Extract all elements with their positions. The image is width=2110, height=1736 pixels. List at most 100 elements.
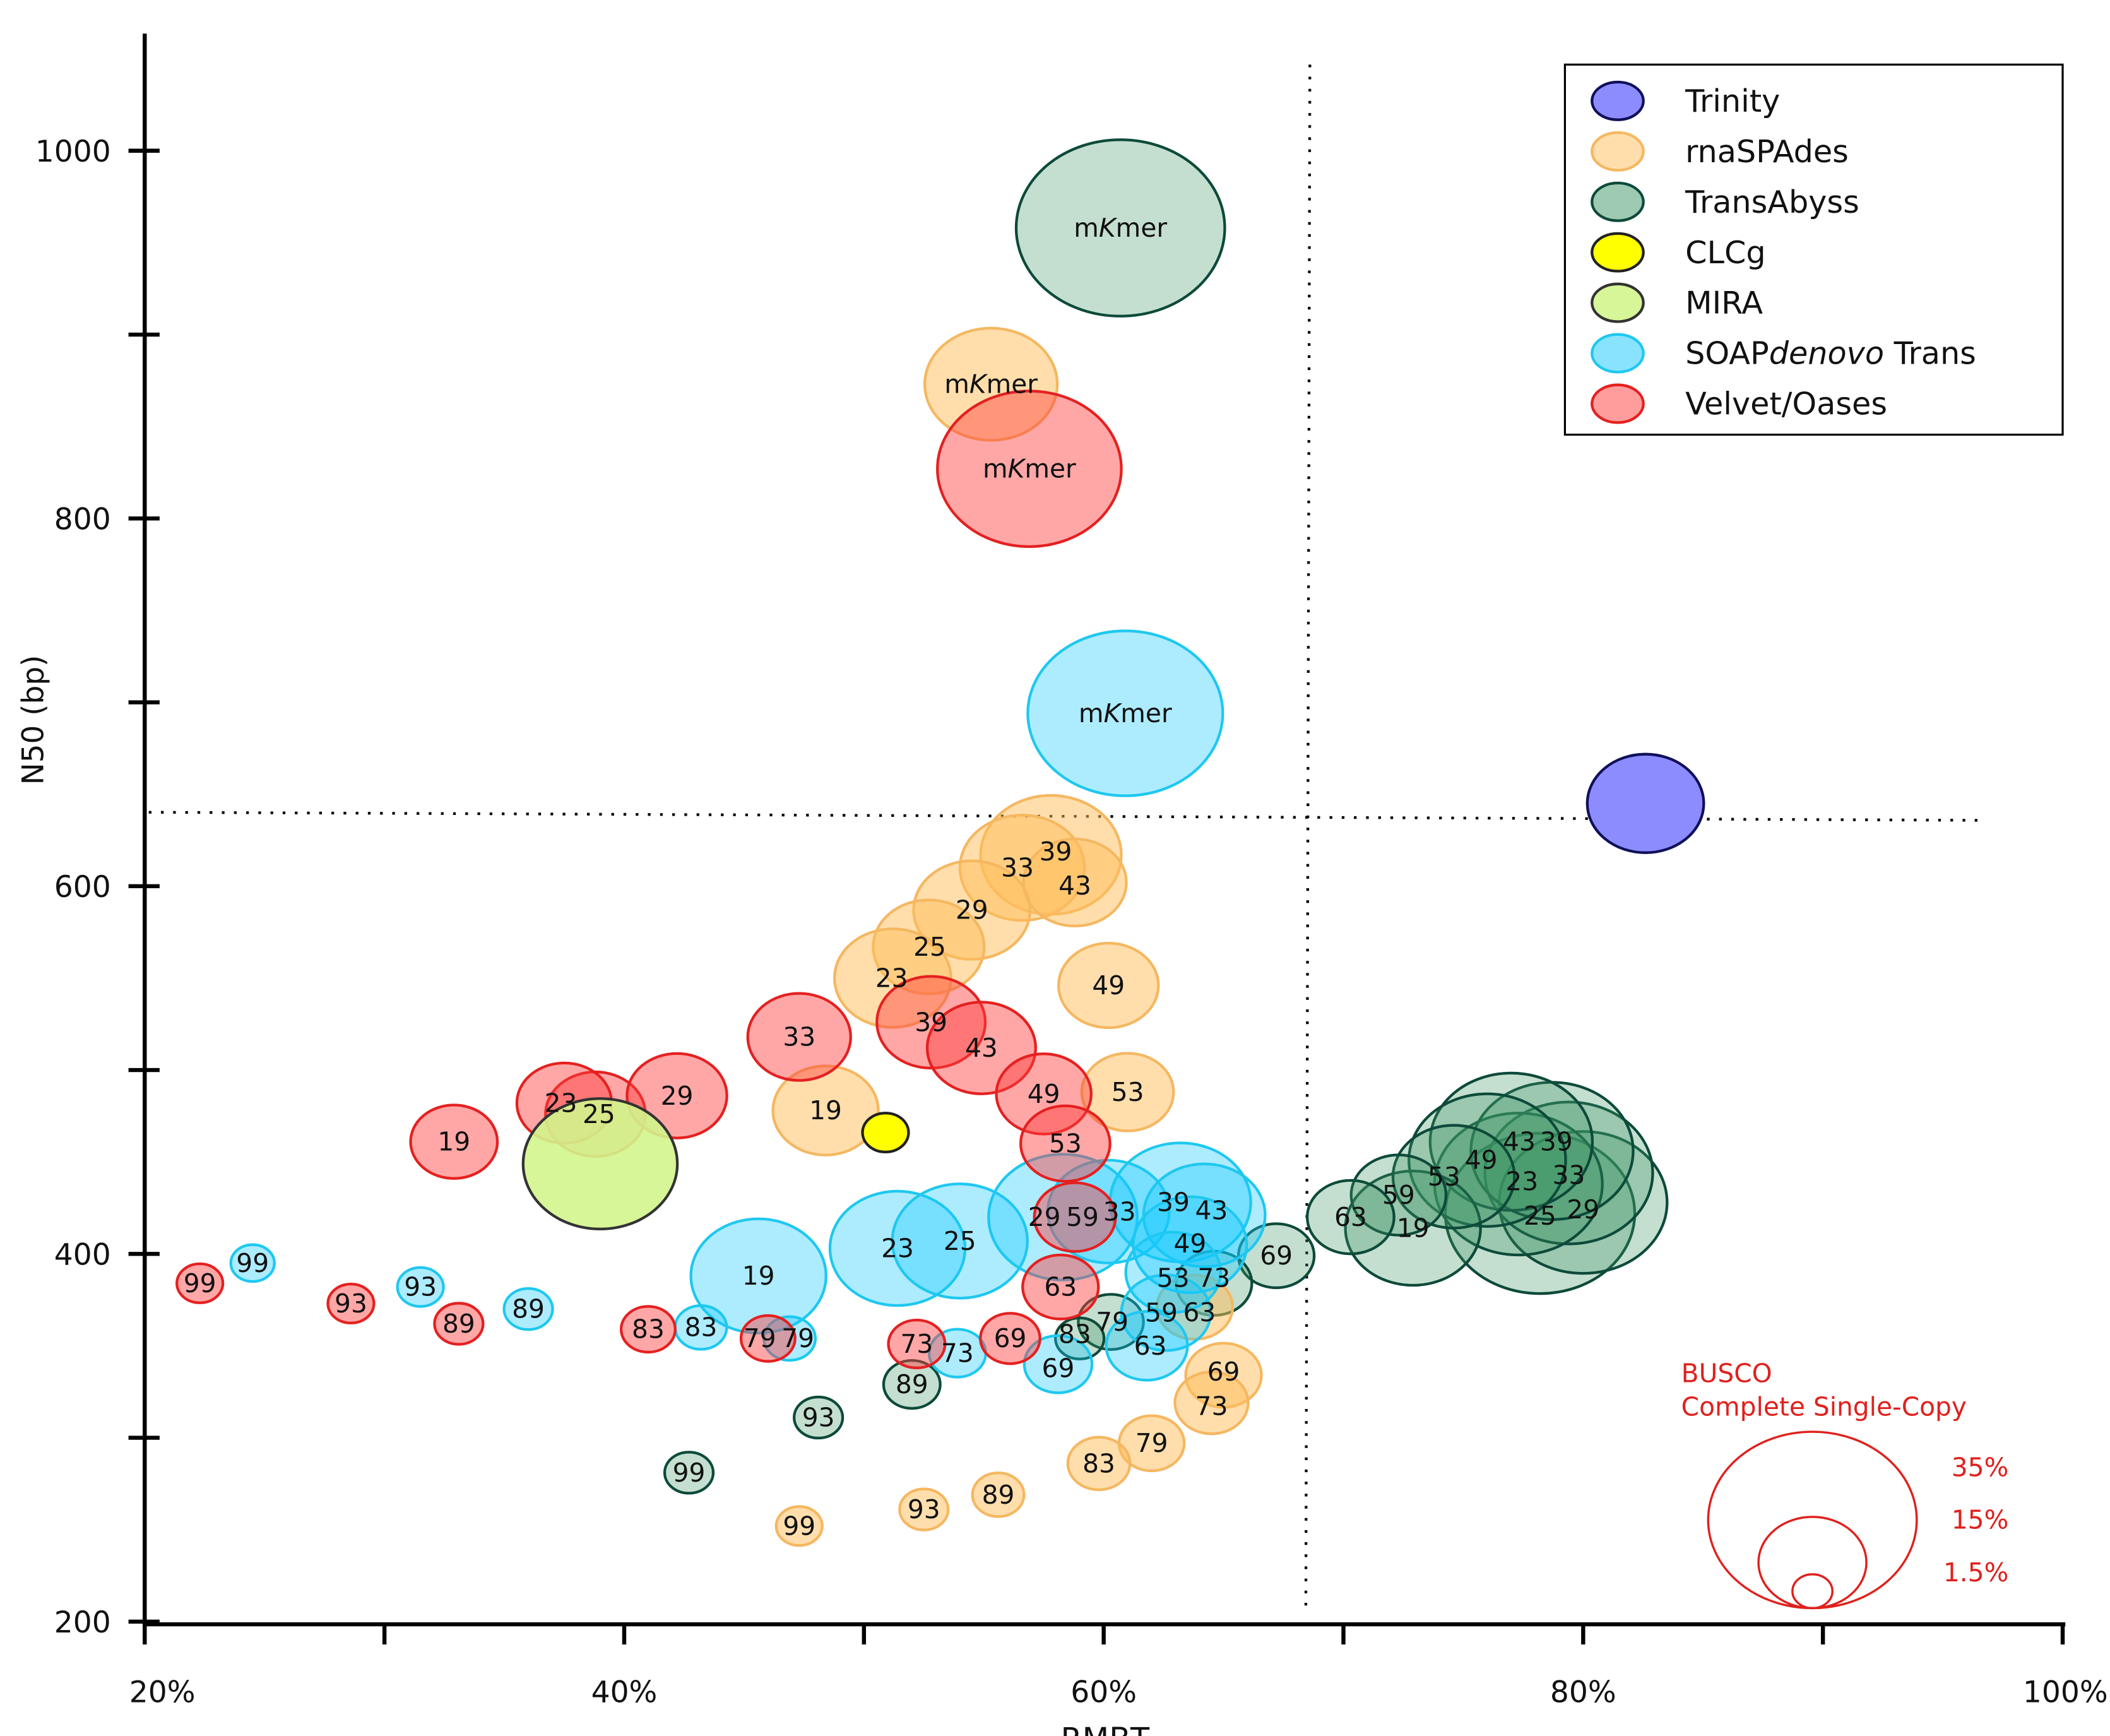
bubble-point — [1105, 1310, 1189, 1382]
bubble-label: 25 — [1524, 1201, 1556, 1231]
series-rnaspades — [771, 326, 1263, 1547]
horizontal-threshold-line — [148, 811, 1984, 822]
bubble-point — [828, 1189, 967, 1307]
bubble-point — [979, 1312, 1041, 1365]
y-tick-label: 400 — [54, 1237, 111, 1272]
bubble-label: 99 — [673, 1458, 706, 1488]
bubble-point — [1428, 1071, 1594, 1212]
bubble-label: 89 — [982, 1480, 1015, 1510]
bubble-label: 69 — [1207, 1357, 1240, 1387]
bubble-point — [1026, 629, 1224, 797]
legend-swatch — [1591, 232, 1645, 273]
bubble-point — [1120, 1273, 1212, 1352]
bubble-label: mKmer — [983, 454, 1076, 484]
bubble-label: 79 — [781, 1323, 814, 1353]
bubble-label: 25 — [913, 932, 946, 962]
bubble-point — [1305, 1179, 1396, 1256]
bubble-label: 33 — [1001, 853, 1034, 883]
legend-item: MIRA — [1591, 282, 1763, 323]
bubble-point — [875, 975, 987, 1070]
bubble-point — [1022, 1334, 1094, 1394]
series-soapdenovo-trans — [229, 629, 1267, 1394]
bubble-point — [619, 1305, 677, 1354]
y-tick-label: 600 — [54, 870, 111, 905]
bubble-label: 29 — [661, 1081, 694, 1111]
bubble-label: 99 — [184, 1268, 216, 1299]
bubble-point — [1033, 1181, 1117, 1253]
bubble-point — [771, 1064, 880, 1156]
x-tick-label: 60% — [1070, 1675, 1137, 1710]
y-tick-label: 200 — [54, 1605, 111, 1640]
x-tick-label: 40% — [591, 1675, 658, 1710]
bubble-point — [891, 1182, 1029, 1300]
bubble-point — [882, 1359, 942, 1410]
x-tick-label: 100% — [2023, 1675, 2108, 1710]
series-clcg — [861, 1112, 910, 1154]
bubble-label: 79 — [1096, 1307, 1129, 1337]
bubble-label: 79 — [1135, 1428, 1168, 1458]
bubble-point — [898, 1487, 950, 1531]
bubble-label: 49 — [1028, 1079, 1060, 1109]
legend: Trinity rnaSPAdes TransAbyss CLCg MIRA SOAPde… — [1563, 63, 2064, 436]
bubble-label: 99 — [783, 1511, 815, 1541]
legend-item: rnaSPAdes — [1591, 131, 1849, 172]
bubble-label: 93 — [908, 1494, 940, 1525]
busco-size-circle — [1791, 1573, 1834, 1610]
x-tick-label: 20% — [129, 1675, 196, 1710]
bubble-point — [1054, 1316, 1106, 1360]
legend-label: CLCg — [1685, 234, 1766, 271]
bubble-label: 83 — [632, 1314, 665, 1345]
bubble-point — [1022, 837, 1128, 928]
bubble-label: 29 — [1567, 1194, 1599, 1225]
bubble-label: 53 — [1049, 1129, 1082, 1159]
legend-item: SOAPdenovo Trans — [1591, 333, 1976, 374]
busco-legend-title: BUSCO — [1681, 1358, 1772, 1388]
bubble-label: 33 — [783, 1022, 815, 1052]
bubble-label: 83 — [1058, 1319, 1091, 1350]
legend-item: Trinity — [1591, 80, 1780, 121]
bubble-label: 89 — [512, 1294, 545, 1324]
bubble-point — [925, 1001, 1037, 1095]
bubble-label: mKmer — [1074, 213, 1167, 243]
bubble-point — [739, 1314, 797, 1363]
bubble-point — [923, 326, 1059, 442]
bubble-point — [936, 389, 1123, 548]
bubble-point — [663, 1451, 715, 1495]
bubble-point — [502, 1287, 554, 1331]
bubble-point — [774, 1505, 824, 1547]
bubble-label: 43 — [965, 1033, 998, 1063]
bubble-point — [175, 1262, 225, 1304]
bubble-point — [326, 1282, 376, 1324]
bubble-point — [887, 1318, 947, 1370]
bubble-point — [1014, 138, 1226, 318]
vertical-threshold-line — [1304, 64, 1312, 1615]
busco-legend-subtitle: Complete Single-Copy — [1681, 1392, 1967, 1422]
bubble-point — [1443, 1132, 1637, 1295]
bubble-point — [396, 1266, 445, 1308]
bubble-label: mKmer — [944, 369, 1038, 400]
x-axis-title: RMBT — [1060, 1720, 1150, 1736]
bubble-label: 29 — [1028, 1202, 1061, 1232]
bubble-label: 79 — [744, 1323, 776, 1353]
bubble-label: 63 — [1134, 1331, 1167, 1361]
bubble-label: 23 — [545, 1088, 578, 1119]
legend-item: TransAbyss — [1591, 181, 1859, 222]
bubble-point — [229, 1243, 276, 1283]
bubble-point — [1173, 1370, 1250, 1436]
busco-size-label: 1.5% — [1943, 1557, 2008, 1588]
bubble-label: 89 — [442, 1309, 475, 1339]
bubble-label: 63 — [1334, 1202, 1367, 1232]
bubble-label: 25 — [944, 1226, 976, 1256]
legend-label: SOAPdenovo Trans — [1685, 335, 1976, 372]
bubble-label: 73 — [941, 1338, 974, 1369]
series-trinity — [1585, 752, 1705, 854]
bubble-point — [1408, 1092, 1567, 1228]
bubble-label: 73 — [1195, 1391, 1228, 1422]
bubble-label: 19 — [437, 1127, 470, 1157]
bubble-label: 59 — [1066, 1202, 1099, 1232]
bubble-point — [1077, 1293, 1145, 1351]
bubble-point — [1021, 1253, 1100, 1321]
legend-swatch — [1591, 383, 1645, 424]
